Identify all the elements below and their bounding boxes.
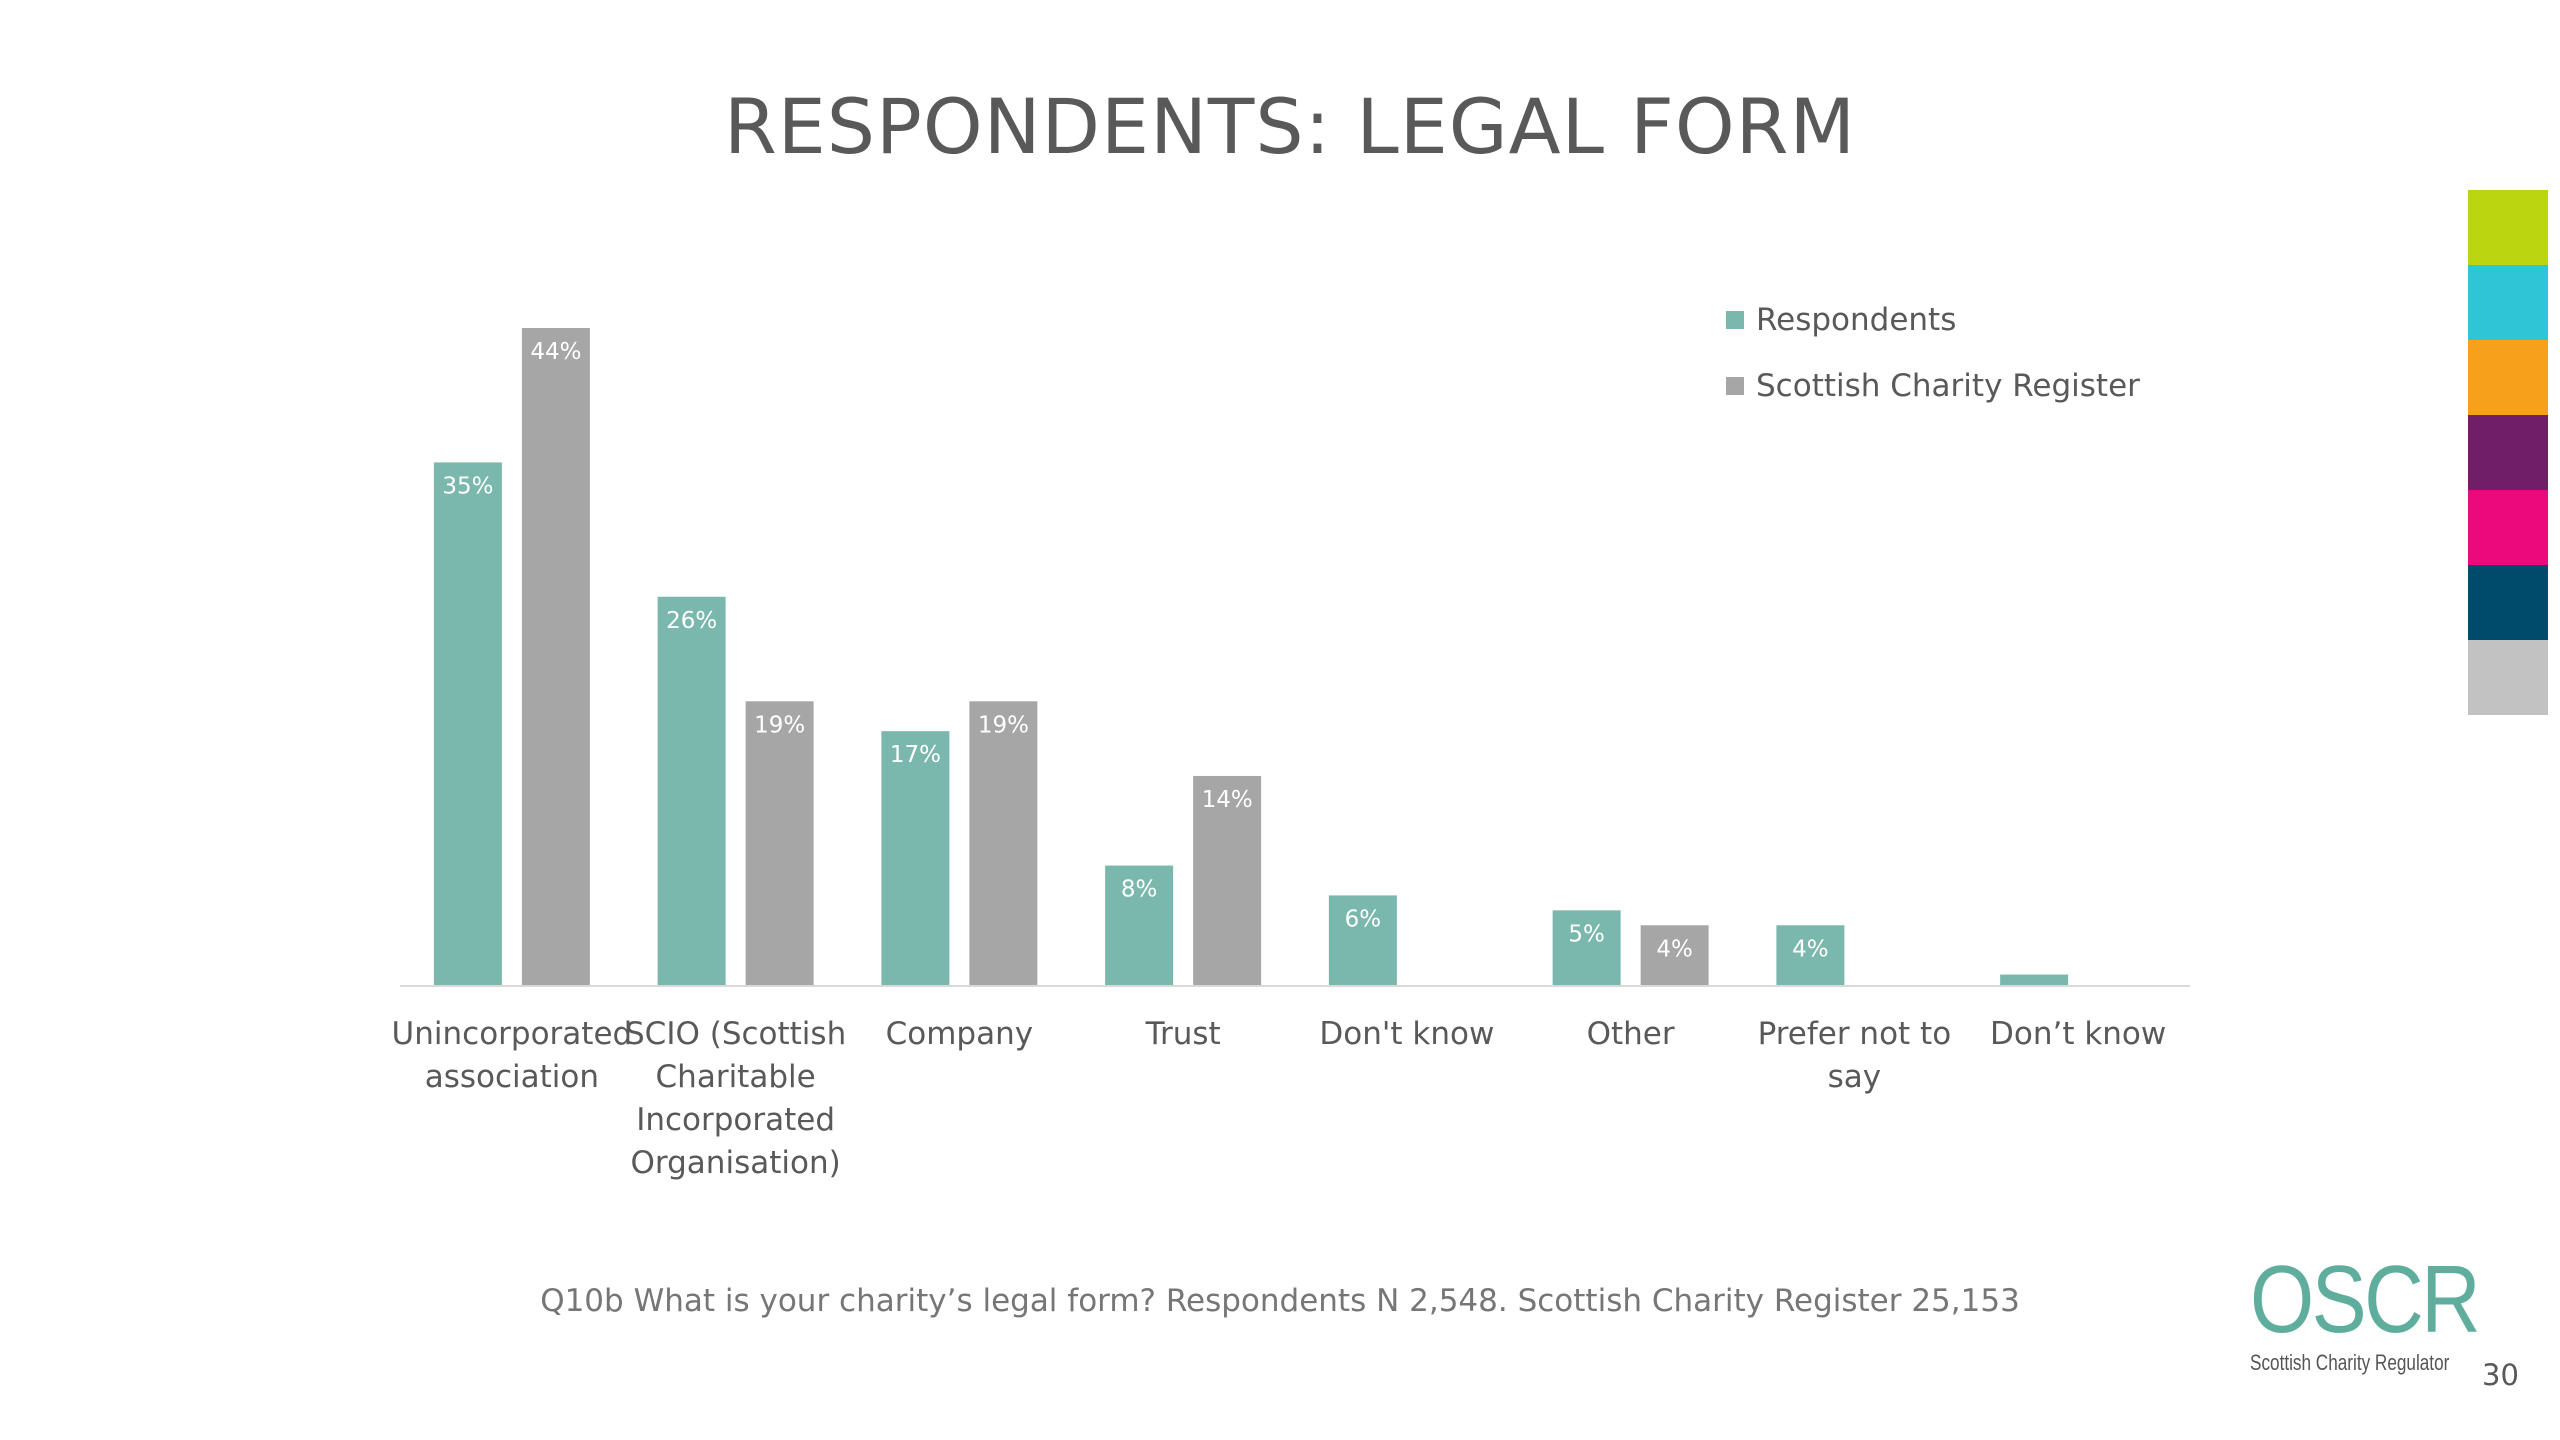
- chart-legend: Respondents Scottish Charity Register: [1726, 300, 2140, 432]
- category-label-0: Unincorporated association: [392, 1016, 633, 1095]
- question-footnote: Q10b What is your charity’s legal form? …: [540, 1283, 2020, 1319]
- bar-label-register-1: 19%: [754, 712, 805, 738]
- color-strip-segment-6: [2468, 640, 2548, 715]
- legend-item-respondents: Respondents: [1726, 300, 2140, 340]
- color-strip: [2468, 190, 2548, 715]
- bar-label-register-3: 14%: [1202, 787, 1253, 813]
- category-label-3: Trust: [1145, 1016, 1221, 1052]
- bar-respondents-3: [1105, 865, 1174, 985]
- bar-label-respondents-0: 35%: [442, 473, 493, 499]
- bar-register-0: [521, 328, 590, 985]
- color-strip-segment-4: [2468, 490, 2548, 565]
- category-label-4: Don't know: [1319, 1016, 1494, 1052]
- bar-label-respondents-5: 5%: [1568, 921, 1605, 947]
- color-strip-segment-3: [2468, 415, 2548, 490]
- category-label-7: Don’t know: [1990, 1016, 2166, 1052]
- legend-item-register: Scottish Charity Register: [1726, 366, 2140, 406]
- oscr-logo-subtext: Scottish Charity Regulator: [2250, 1350, 2450, 1375]
- bar-respondents-2: [881, 731, 950, 985]
- legend-label-register: Scottish Charity Register: [1756, 368, 2140, 404]
- oscr-logo-mark: OSCR: [2250, 1246, 2481, 1353]
- bar-label-register-0: 44%: [530, 339, 581, 365]
- slide-title: RESPONDENTS: LEGAL FORM: [723, 82, 1857, 171]
- legend-label-respondents: Respondents: [1756, 302, 1957, 338]
- bar-register-5: [1640, 925, 1709, 985]
- category-label-6: Prefer not to say: [1758, 1016, 1952, 1095]
- legend-swatch-respondents: [1726, 311, 1744, 329]
- bar-label-respondents-4: 6%: [1345, 906, 1382, 932]
- color-strip-segment-1: [2468, 265, 2548, 340]
- bar-respondents-6: [1776, 925, 1845, 985]
- color-strip-segment-2: [2468, 340, 2548, 415]
- bar-label-respondents-3: 8%: [1121, 877, 1158, 903]
- bar-respondents-1: [657, 596, 726, 985]
- bar-respondents-0: [433, 462, 502, 985]
- bar-label-register-2: 19%: [978, 712, 1029, 738]
- category-label-2: Company: [886, 1016, 1033, 1052]
- page-number: 30: [2482, 1358, 2519, 1392]
- bar-label-respondents-1: 26%: [666, 608, 717, 634]
- bar-register-2: [969, 701, 1038, 985]
- bar-register-1: [745, 701, 814, 985]
- bar-register-3: [1193, 775, 1262, 985]
- bar-label-register-5: 4%: [1656, 936, 1693, 962]
- bar-respondents-7: [2000, 974, 2069, 985]
- bar-label-respondents-2: 17%: [890, 742, 941, 768]
- oscr-logo: OSCR Scottish Charity Regulator: [2250, 1246, 2481, 1376]
- bar-respondents-4: [1328, 895, 1397, 985]
- category-label-1: SCIO (Scottish Charitable Incorporated Orga…: [625, 1016, 846, 1181]
- category-label-5: Other: [1587, 1016, 1675, 1052]
- color-strip-segment-5: [2468, 565, 2548, 640]
- bar-respondents-5: [1552, 910, 1621, 985]
- color-strip-segment-0: [2468, 190, 2548, 265]
- bar-label-respondents-6: 4%: [1792, 936, 1829, 962]
- legend-swatch-register: [1726, 377, 1744, 395]
